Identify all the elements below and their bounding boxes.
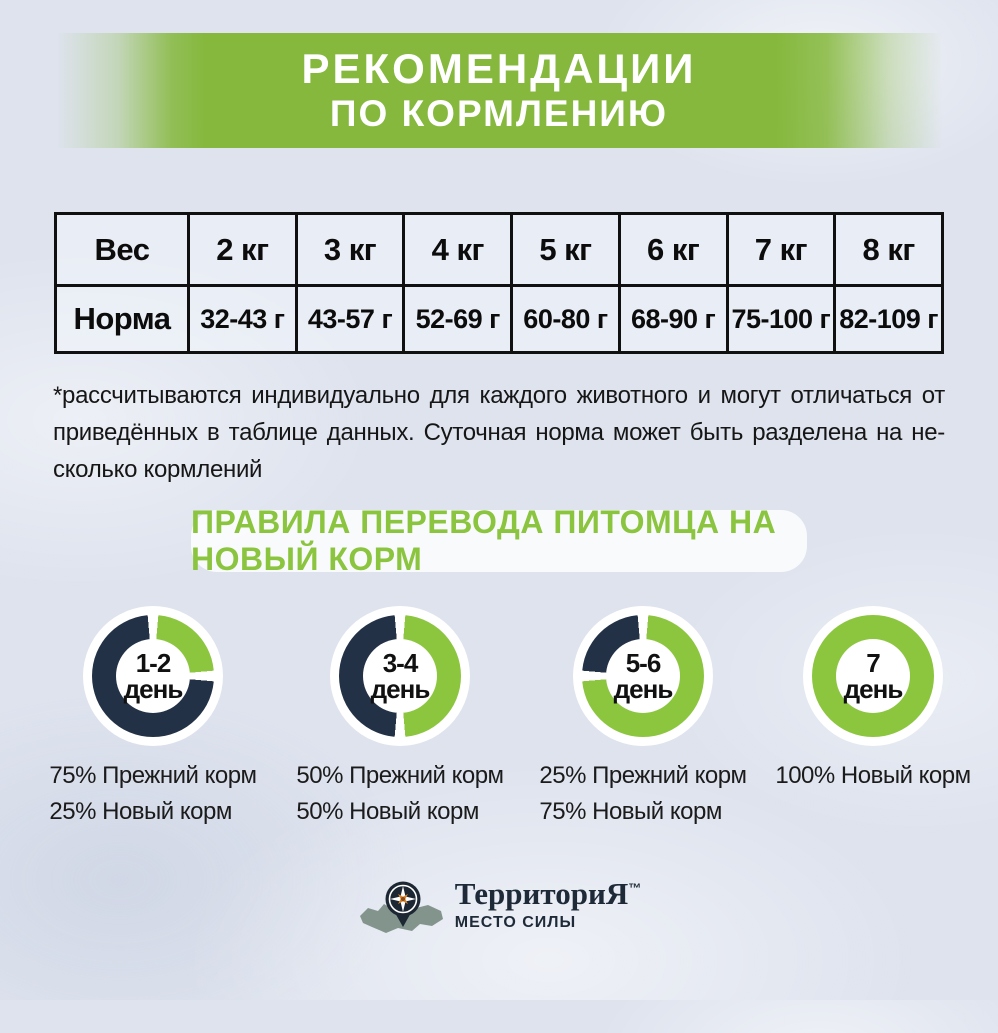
donut-center: 3-4 день [363,639,437,713]
donut-chart-day-7: 7 день [803,606,943,746]
table-row-weight: Вес 2 кг 3 кг 4 кг 5 кг 6 кг 7 кг 8 кг [54,212,944,287]
caption-old-food: 50% Прежний корм [296,762,504,789]
stage-day-1-2: 1-2 день 75% Прежний корм 25% Новый корм [44,606,262,830]
caption-new-food: 50% Новый корм [296,798,479,825]
table-row-norm: Норма 32-43 г 43-57 г 52-69 г 60-80 г 68… [54,284,944,354]
feeding-table: Вес 2 кг 3 кг 4 кг 5 кг 6 кг 7 кг 8 кг Н… [54,212,944,354]
norm-cell: 52-69 г [402,284,514,354]
donut-center: 5-6 день [606,639,680,713]
brand-text-block: ТерриториЯ™ МЕСТО СИЛЫ [454,876,642,932]
stage-caption: 50% Прежний корм 50% Новый корм [296,758,504,830]
donut-day-word: день [123,674,184,704]
donut-center: 1-2 день [116,639,190,713]
footnote-line: *рассчитываются индивидуально для каждог… [53,382,945,409]
stage-caption: 25% Прежний корм 75% Новый корм [539,758,747,830]
caption-old-food: 25% Прежний корм [539,762,747,789]
footnote-line: сколько кормлений [53,456,263,483]
norm-cell: 82-109 г [833,284,944,354]
compass-map-icon [359,881,443,933]
donut-day-number: 7 [866,648,881,678]
weight-cell: 5 кг [510,212,621,287]
donut-day-number: 3-4 [382,648,419,678]
weight-cell: 6 кг [617,212,729,287]
banner-title-line2: ПО КОРМЛЕНИЮ [329,93,669,135]
donut-ring: 5-6 день [582,615,704,737]
footnote-line: приведённых в таблице данных. Суточная н… [53,419,945,446]
weight-cell: 2 кг [187,212,298,287]
donut-ring: 1-2 день [92,615,214,737]
transition-title: ПРАВИЛА ПЕРЕВОДА ПИТОМЦА НА НОВЫЙ КОРМ [191,504,777,577]
banner-title-line1: РЕКОМЕНДАЦИИ [301,45,697,93]
caption-new-food: 100% Новый корм [775,762,971,789]
norm-cell: 43-57 г [294,284,406,354]
brand-tagline: МЕСТО СИЛЫ [454,913,577,931]
brand-wordmark: ТерриториЯ [454,876,629,911]
donut-day-number: 5-6 [625,648,662,678]
norm-cell: 32-43 г [187,284,298,354]
donut-day-number: 1-2 [135,648,172,678]
transition-stages: 1-2 день 75% Прежний корм 25% Новый корм… [44,606,998,830]
donut-ring: 7 день [812,615,934,737]
caption-old-food: 75% Прежний корм [49,762,257,789]
trademark-symbol: ™ [628,880,642,896]
header-banner: РЕКОМЕНДАЦИИ ПО КОРМЛЕНИЮ [56,33,942,148]
stage-day-3-4: 3-4 день 50% Прежний корм 50% Новый корм [291,606,509,830]
donut-day-word: день [370,674,431,704]
norm-cell: 60-80 г [510,284,621,354]
weight-cell: 3 кг [294,212,406,287]
weight-cell: 8 кг [833,212,944,287]
caption-new-food: 25% Новый корм [49,798,232,825]
stage-day-5-6: 5-6 день 25% Прежний корм 75% Новый корм [534,606,752,830]
footnote: *рассчитываются индивидуально для каждог… [53,377,945,488]
stage-caption: 100% Новый корм [775,758,971,794]
stage-day-7: 7 день 100% Новый корм [764,606,982,830]
transition-title-pill: ПРАВИЛА ПЕРЕВОДА ПИТОМЦА НА НОВЫЙ КОРМ [191,504,807,577]
donut-center: 7 день [836,639,910,713]
stage-caption: 75% Прежний корм 25% Новый корм [49,758,257,830]
brand-name: ТерриториЯ™ [454,876,642,911]
caption-new-food: 75% Новый корм [539,798,722,825]
donut-chart-day-5-6: 5-6 день [573,606,713,746]
weight-cell: 7 кг [725,212,837,287]
donut-day-word: день [613,674,674,704]
donut-day-word: день [843,674,904,704]
norm-cell: 75-100 г [725,284,837,354]
donut-chart-day-1-2: 1-2 день [83,606,223,746]
weight-cell: 4 кг [402,212,514,287]
donut-chart-day-3-4: 3-4 день [330,606,470,746]
norm-row-label: Норма [54,284,190,354]
donut-ring: 3-4 день [339,615,461,737]
weight-row-label: Вес [54,212,190,287]
brand-logo: ТерриториЯ™ МЕСТО СИЛЫ [0,876,998,952]
norm-cell: 68-90 г [617,284,729,354]
